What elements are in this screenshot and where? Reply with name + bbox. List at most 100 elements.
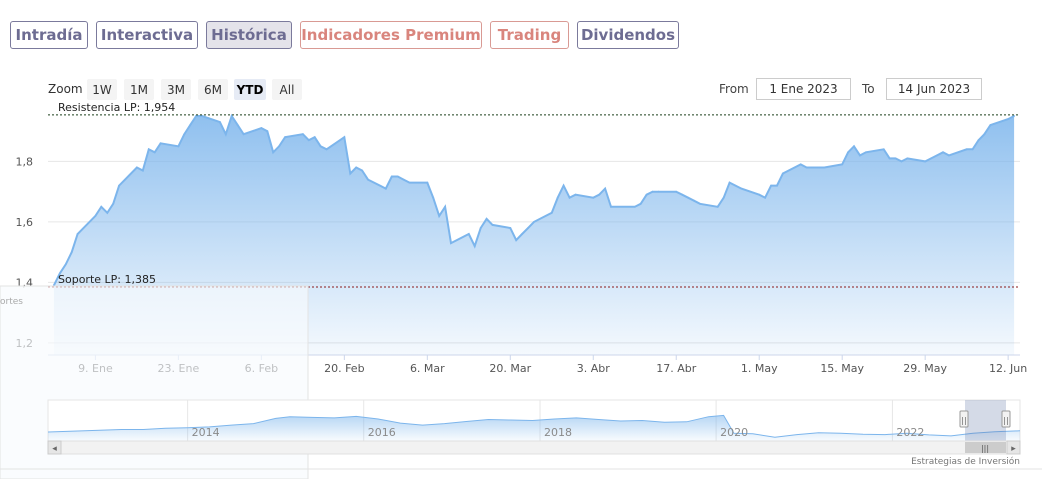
data-point xyxy=(799,163,802,166)
x-tick-label: 6. Mar xyxy=(410,362,445,375)
data-point xyxy=(509,227,512,229)
data-point xyxy=(485,218,488,220)
data-point xyxy=(734,184,737,187)
x-tick-label: 29. May xyxy=(903,362,947,375)
resistance-label: Resistencia LP: 1,954 xyxy=(58,101,175,114)
data-point xyxy=(533,221,535,223)
data-point xyxy=(153,151,156,154)
data-point xyxy=(817,166,820,169)
scrollbar-track[interactable] xyxy=(47,440,1021,455)
data-point xyxy=(438,215,441,217)
data-point xyxy=(224,133,227,136)
data-point xyxy=(699,202,701,205)
tab-indicadores-premium[interactable]: Indicadores Premium xyxy=(300,21,482,49)
x-tick-label: 15. May xyxy=(820,362,864,375)
data-point xyxy=(971,148,974,151)
data-point xyxy=(853,145,855,148)
data-point xyxy=(728,181,731,184)
zoom-1w-button[interactable]: 1W xyxy=(87,79,117,100)
navigator-handle-right[interactable] xyxy=(1001,410,1011,428)
tab-dividendos[interactable]: Dividendos xyxy=(577,21,679,49)
data-point xyxy=(266,130,269,133)
navigator-years: 2014 2016 2018 2020 2022 xyxy=(192,426,925,439)
scrollbar: ◂ ||| ▸ xyxy=(47,440,1021,455)
data-point xyxy=(302,133,304,136)
navigator-handle-right-grip: || xyxy=(1003,416,1008,425)
data-point xyxy=(390,175,393,178)
data-point xyxy=(592,196,595,199)
data-point xyxy=(201,115,204,117)
data-point xyxy=(473,245,476,248)
zoom-ytd-button[interactable]: YTD xyxy=(234,79,266,100)
navigator-handle-left[interactable] xyxy=(959,410,969,428)
data-point xyxy=(177,145,180,148)
data-point xyxy=(882,148,885,151)
data-point xyxy=(948,154,950,157)
scroll-right-icon: ▸ xyxy=(1011,444,1016,454)
data-point xyxy=(604,187,606,190)
scrollbar-left-button[interactable] xyxy=(47,440,62,455)
data-point xyxy=(118,184,120,187)
zoom-3m-button[interactable]: 3M xyxy=(161,79,191,100)
data-point xyxy=(894,157,897,160)
tab-historica[interactable]: Histórica xyxy=(206,21,292,49)
scrollbar-thumb[interactable] xyxy=(965,442,1006,453)
data-point xyxy=(562,184,565,187)
data-point xyxy=(610,205,612,208)
data-point xyxy=(106,211,109,214)
data-point xyxy=(527,227,529,229)
data-point xyxy=(651,190,654,193)
data-point xyxy=(687,196,689,199)
data-point xyxy=(408,181,411,184)
navigator-year-label: 2018 xyxy=(544,426,572,439)
tab-intradia[interactable]: Intradía xyxy=(10,21,88,49)
data-point xyxy=(782,172,784,175)
data-point xyxy=(147,148,150,151)
data-point xyxy=(64,263,67,266)
data-point xyxy=(444,205,446,208)
to-date-input[interactable]: 14 Jun 2023 xyxy=(886,78,982,100)
navigator-year-label: 2020 xyxy=(720,426,748,439)
data-point xyxy=(112,202,115,205)
data-point xyxy=(556,196,559,199)
data-point xyxy=(930,157,932,160)
data-point xyxy=(136,166,138,169)
data-point xyxy=(432,196,435,199)
data-point xyxy=(402,178,405,181)
data-point xyxy=(141,169,144,172)
data-point xyxy=(568,196,571,199)
data-point xyxy=(195,115,198,117)
zoom-6m-button[interactable]: 6M xyxy=(198,79,228,100)
scroll-left-icon: ◂ xyxy=(52,444,57,454)
data-point xyxy=(384,187,387,190)
x-tick-label: 20. Feb xyxy=(324,362,364,375)
chart-credit: Estrategias de Inversión xyxy=(911,456,1020,467)
data-point xyxy=(716,205,719,208)
data-point xyxy=(479,227,482,229)
data-point xyxy=(189,124,192,126)
scrollbar-right-button[interactable] xyxy=(1006,440,1021,455)
data-point xyxy=(574,193,577,196)
y-tick-label: 1,8 xyxy=(16,155,34,168)
data-point xyxy=(355,166,358,169)
data-point xyxy=(550,211,553,214)
data-point xyxy=(219,121,221,123)
data-point xyxy=(236,124,239,126)
zoom-all-button[interactable]: All xyxy=(272,79,302,100)
data-point xyxy=(325,148,328,151)
x-tick-label: 3. Abr xyxy=(577,362,610,375)
tab-interactiva[interactable]: Interactiva xyxy=(96,21,198,49)
from-date-input[interactable]: 1 Ene 2023 xyxy=(756,78,851,100)
data-point xyxy=(758,193,761,196)
tab-trading[interactable]: Trading xyxy=(490,21,569,49)
data-point xyxy=(307,139,310,142)
data-point xyxy=(965,148,968,151)
data-point xyxy=(76,233,79,235)
data-point xyxy=(230,115,233,117)
data-point xyxy=(900,160,903,163)
data-point xyxy=(645,193,648,196)
navigator-selection[interactable] xyxy=(965,400,1006,442)
zoom-1m-button[interactable]: 1M xyxy=(124,79,154,100)
data-point xyxy=(906,157,909,160)
x-tick-label: 20. Mar xyxy=(489,362,531,375)
